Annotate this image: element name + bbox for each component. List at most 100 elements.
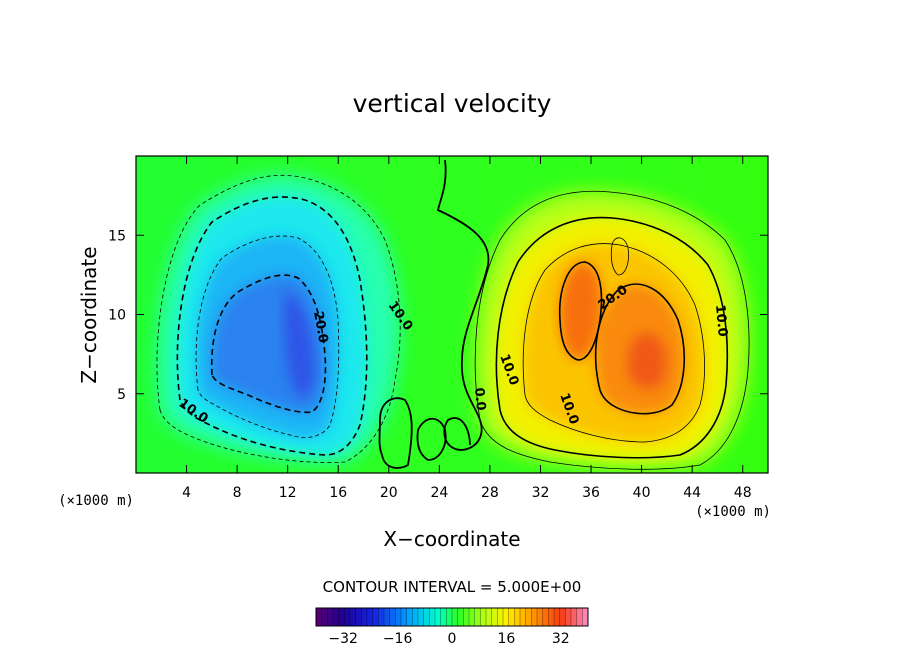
colorbar-cell <box>344 608 351 626</box>
x-tick-label: 40 <box>633 485 651 501</box>
colorbar-cell <box>457 608 464 626</box>
colorbar-cell <box>452 608 459 626</box>
colorbar-cell <box>435 608 442 626</box>
x-ticks: 4 8 12 16 20 24 28 32 36 40 44 48 <box>182 156 752 501</box>
x-tick-label: 36 <box>582 485 600 501</box>
contour-neg-15 <box>195 235 340 438</box>
contour-label: 0.0 <box>471 387 488 411</box>
colorbar-cell <box>361 608 368 626</box>
contour-label: 20.0 <box>310 310 330 344</box>
z-unit-label: (×1000 m) <box>58 493 134 509</box>
colorbar-cell <box>531 608 538 626</box>
x-tick-label: 20 <box>380 485 398 501</box>
y-tick-label: 5 <box>117 387 126 403</box>
colorbar-cell <box>480 608 487 626</box>
x-tick-label: 12 <box>279 485 297 501</box>
updraft-level-5 <box>559 262 602 360</box>
colorbar-cell <box>537 608 544 626</box>
x-tick-label: 24 <box>430 485 448 501</box>
colorbar-cell <box>389 608 396 626</box>
contour-pos-5 <box>474 190 750 470</box>
negative-contours <box>156 175 401 463</box>
colorbar-cell <box>554 608 561 626</box>
colorbar-cell <box>497 608 504 626</box>
x-tick-label: 28 <box>481 485 499 501</box>
contour-zero-lobe-1 <box>378 397 413 469</box>
plot-area: 10.0 20.0 10.0 0.0 10.0 10.0 20.0 10.0 4… <box>108 155 769 501</box>
colorbar-cell <box>355 608 362 626</box>
colorbar-cell <box>486 608 493 626</box>
y-ticks: 5 10 15 <box>108 228 768 403</box>
colorbar-cell <box>508 608 515 626</box>
colorbar-ticks: −32 −16 0 16 32 <box>328 631 569 647</box>
downdraft-field <box>156 175 401 463</box>
x-tick-label: 48 <box>734 485 752 501</box>
colorbar-cell <box>469 608 476 626</box>
colorbar-cell <box>571 608 578 626</box>
contour-pos-20-west <box>558 261 603 361</box>
colorbar-cell <box>338 608 345 626</box>
updraft-field <box>475 191 750 470</box>
colorbar-cell <box>514 608 521 626</box>
downdraft-level-5 <box>284 292 315 398</box>
colorbar-cell <box>423 608 430 626</box>
colorbar-cell <box>333 608 340 626</box>
colorbar-tick-label: −32 <box>328 631 358 647</box>
colorbar-cell <box>321 608 328 626</box>
colorbar-cells <box>315 608 589 626</box>
x-tick-label: 44 <box>683 485 701 501</box>
contour-label: 10.0 <box>712 304 730 337</box>
colorbar-cell <box>548 608 555 626</box>
colorbar-tick-label: 16 <box>497 631 515 647</box>
colorbar-cell <box>525 608 532 626</box>
x-axis-label: X−coordinate <box>383 527 520 551</box>
colorbar-cell <box>440 608 447 626</box>
colorbar: −32 −16 0 16 32 <box>315 607 589 647</box>
contour-zero-lobe-2 <box>416 417 447 461</box>
x-tick-label: 4 <box>182 485 191 501</box>
colorbar-cell <box>418 608 425 626</box>
contour-neg-10 <box>176 196 368 456</box>
colorbar-cell <box>559 608 566 626</box>
colorbar-cell <box>576 608 583 626</box>
contour-interval-label: CONTOUR INTERVAL = 5.000E+00 <box>323 578 582 596</box>
positive-contours <box>474 190 750 470</box>
x-unit-label: (×1000 m) <box>695 504 771 520</box>
contour-pos-20 <box>594 283 686 415</box>
contour-pos-10 <box>495 216 729 459</box>
colorbar-cell <box>395 608 402 626</box>
chart-title: vertical velocity <box>353 89 552 118</box>
x-tick-label: 16 <box>329 485 347 501</box>
colorbar-cell <box>384 608 391 626</box>
colorbar-cell <box>412 608 419 626</box>
colorbar-cell <box>520 608 527 626</box>
colorbar-tick-label: 0 <box>448 631 457 647</box>
colorbar-cell <box>503 608 510 626</box>
colorbar-cell <box>474 608 481 626</box>
updraft-level-6 <box>627 332 667 389</box>
colorbar-cell <box>367 608 374 626</box>
colorbar-cell <box>582 608 589 626</box>
colorbar-cell <box>316 608 323 626</box>
x-tick-label: 8 <box>233 485 242 501</box>
colorbar-cell <box>463 608 470 626</box>
colorbar-cell <box>491 608 498 626</box>
y-tick-label: 15 <box>108 228 126 244</box>
colorbar-cell <box>565 608 572 626</box>
y-axis-label: Z−coordinate <box>77 246 101 383</box>
colorbar-cell <box>401 608 408 626</box>
colorbar-cell <box>372 608 379 626</box>
contour-pos-15 <box>522 243 705 443</box>
colorbar-cell <box>429 608 436 626</box>
contour-neg-5 <box>156 175 401 463</box>
colorbar-cell <box>327 608 334 626</box>
y-tick-label: 10 <box>108 308 126 324</box>
contour-pos-25 <box>610 237 629 276</box>
contour-neg-20 <box>210 274 327 414</box>
colorbar-cell <box>350 608 357 626</box>
colorbar-cell <box>542 608 549 626</box>
colorbar-tick-label: 32 <box>552 631 570 647</box>
colorbar-frame <box>315 607 589 627</box>
x-tick-label: 32 <box>532 485 550 501</box>
